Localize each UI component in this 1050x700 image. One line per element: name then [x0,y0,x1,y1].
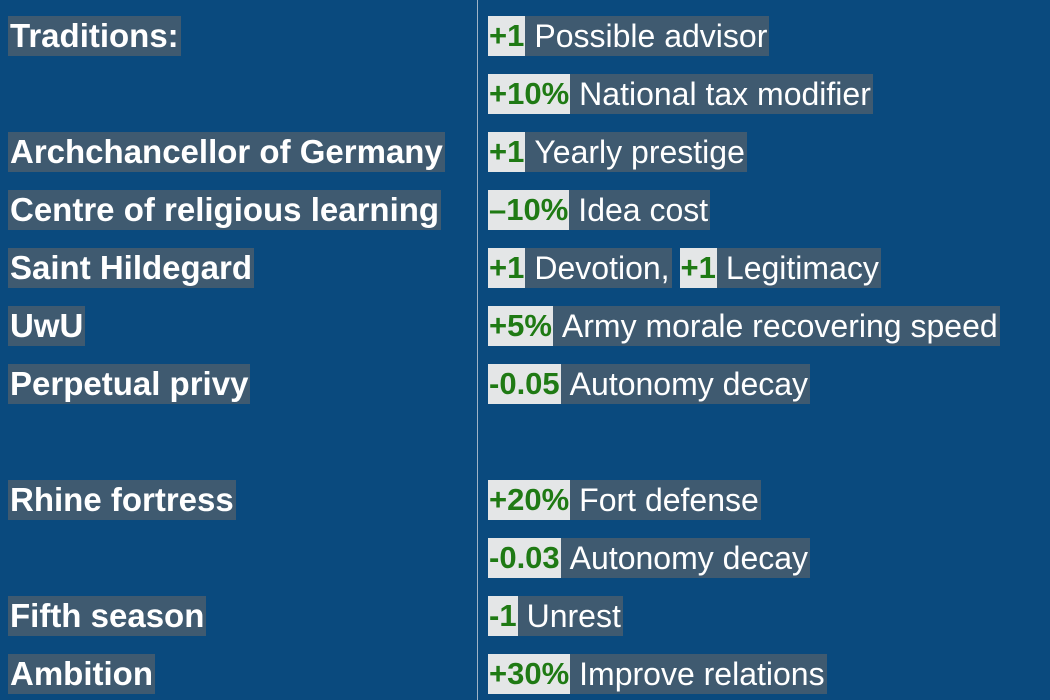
idea-effects: +10% National tax modifier [488,74,873,114]
modifier-description: National tax modifier [570,74,873,114]
effect-separator [672,248,680,288]
modifier-value: -0.05 [488,364,561,404]
column-divider [477,0,478,700]
idea-row: Ambition +30% Improve relations [0,654,1050,694]
modifier-value: +5% [488,306,553,346]
idea-effects: -0.03 Autonomy decay [488,538,811,578]
modifier-description: Autonomy decay [560,364,811,404]
idea-name: Saint Hildegard [8,248,255,288]
modifier-description: Yearly prestige [525,132,747,172]
idea-name: Traditions: [8,16,181,56]
modifier-description: Autonomy decay [560,538,811,578]
modifier-value: +1 [679,248,717,288]
idea-effects: +30% Improve relations [488,654,827,694]
modifier-value: -1 [488,596,518,636]
modifier-value: +20% [488,480,571,520]
idea-effects: -0.05 Autonomy decay [488,364,811,404]
idea-row: Archchancellor of Germany +1 Yearly presti… [0,132,1050,172]
idea-row: -0.03 Autonomy decay [0,538,1050,578]
idea-name: UwU [8,306,86,346]
modifier-description: Improve relations [570,654,827,694]
modifier-value: +1 [488,132,526,172]
idea-effects: +5% Army morale recovering speed [488,306,1000,346]
modifier-description: Unrest [517,596,623,636]
idea-row: +10% National tax modifier [0,74,1050,114]
idea-effects: +1 Yearly prestige [488,132,747,172]
modifier-description: Fort defense [570,480,761,520]
idea-effects: –10% Idea cost [488,190,711,230]
modifier-description: Legitimacy [716,248,881,288]
idea-effects: +20% Fort defense [488,480,761,520]
idea-row: Traditions: +1 Possible advisor [0,16,1050,56]
idea-effects: +1 Possible advisor [488,16,770,56]
idea-name: Centre of religious learning [8,190,442,230]
modifier-value: +1 [488,248,526,288]
idea-name: Ambition [8,654,155,694]
modifier-description: Possible advisor [525,16,770,56]
idea-effects: +1 Devotion, +1 Legitimacy [488,248,881,288]
idea-row: UwU +5% Army morale recovering speed [0,306,1050,346]
idea-row: Perpetual privy -0.05 Autonomy decay [0,364,1050,404]
idea-row: Saint Hildegard +1 Devotion, +1 Legitimacy [0,248,1050,288]
modifier-description: Army morale recovering speed [552,306,1000,346]
modifier-value: +10% [488,74,571,114]
idea-name: Rhine fortress [8,480,236,520]
modifier-value: +30% [488,654,571,694]
modifier-value: –10% [488,190,570,230]
idea-name: Perpetual privy [8,364,251,404]
modifier-description: Devotion, [525,248,672,288]
idea-name: Fifth season [8,596,207,636]
modifier-value: -0.03 [488,538,561,578]
idea-row: Rhine fortress +20% Fort defense [0,480,1050,520]
idea-row: Fifth season -1 Unrest [0,596,1050,636]
idea-name: Archchancellor of Germany [8,132,445,172]
idea-row: Centre of religious learning –10% Idea cos… [0,190,1050,230]
modifier-description: Idea cost [569,190,711,230]
modifier-value: +1 [488,16,526,56]
idea-effects: -1 Unrest [488,596,623,636]
